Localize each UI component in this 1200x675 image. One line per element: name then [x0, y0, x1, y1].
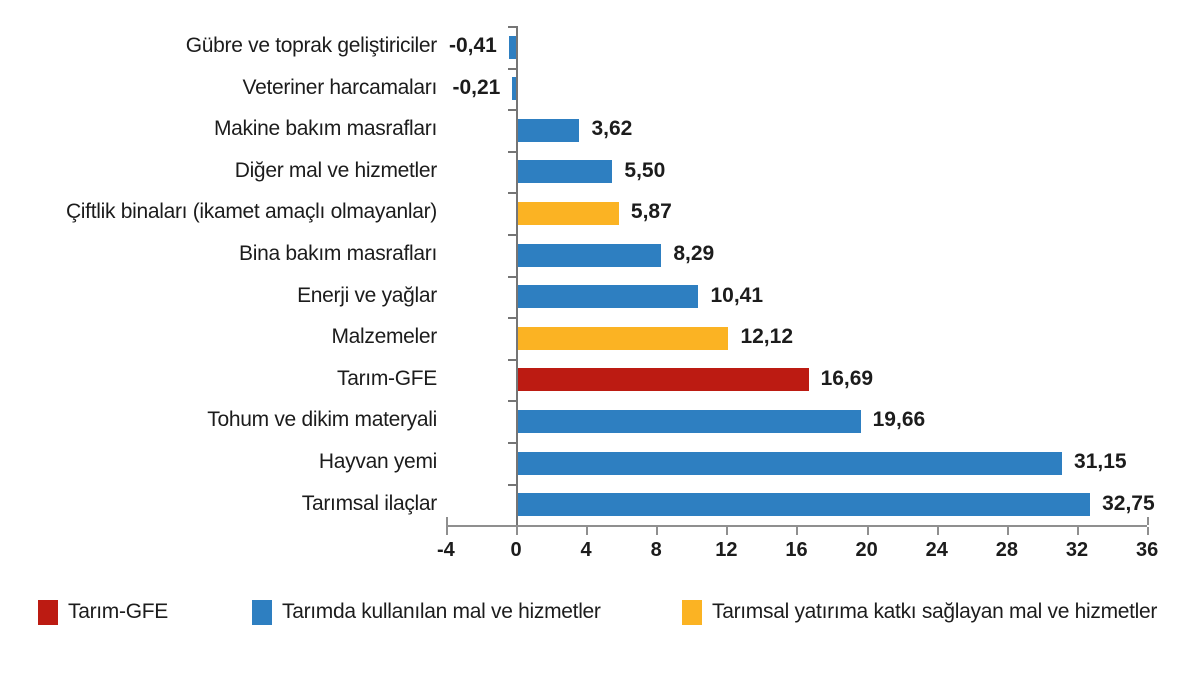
y-axis-tick — [508, 442, 516, 444]
category-label: Tohum ve dikim materyali — [207, 408, 437, 432]
value-label: 5,87 — [630, 200, 672, 224]
x-axis-endcap — [1147, 517, 1150, 526]
y-axis-tick — [508, 317, 516, 320]
bar — [516, 285, 699, 309]
category-label: Enerji ve yağlar — [297, 283, 437, 307]
x-axis-tick-label: 12 — [715, 539, 738, 562]
x-axis-tick-label: 16 — [785, 539, 808, 562]
value-label: 31,15 — [1074, 450, 1127, 473]
category-label: Bina bakım masrafları — [239, 242, 437, 265]
value-label: -0,41 — [448, 34, 497, 57]
bar — [512, 77, 516, 101]
bar — [516, 409, 861, 433]
y-axis-tick — [508, 109, 516, 112]
y-axis-tick — [508, 483, 516, 486]
x-axis-tick — [516, 527, 518, 536]
legend-label: Tarım-GFE — [68, 600, 168, 623]
category-label: Makine bakım masrafları — [213, 117, 437, 141]
x-axis-tick — [866, 527, 869, 536]
x-axis-tick-label: 36 — [1135, 539, 1159, 562]
legend-label: Tarımsal yatırıma katkı sağlayan mal ve … — [712, 600, 1158, 623]
legend-item: Tarımda kullanılan mal ve hizmetler — [252, 597, 601, 627]
x-axis-tick — [445, 527, 448, 536]
x-axis-tick-label: 8 — [650, 539, 662, 562]
x-axis-tick-label: -4 — [436, 539, 455, 562]
category-label: Gübre ve toprak geliştiriciler — [185, 34, 438, 57]
category-label: Tarımsal ilaçlar — [301, 491, 438, 515]
bar — [516, 201, 619, 225]
x-axis-tick — [1076, 527, 1079, 536]
bar — [516, 451, 1063, 475]
bar — [508, 35, 516, 59]
x-axis-tick — [796, 527, 799, 536]
category-label: Malzemeler — [331, 325, 437, 349]
bar — [516, 493, 1091, 517]
x-axis-tick — [936, 527, 939, 536]
y-axis-tick — [508, 358, 516, 361]
legend-label: Tarımda kullanılan mal ve hizmetler — [282, 600, 601, 623]
x-axis-tick-label: 20 — [855, 539, 878, 562]
value-label: 12,12 — [740, 325, 794, 349]
x-axis-line — [445, 525, 1148, 528]
bar — [516, 243, 662, 267]
x-axis-tick — [1006, 527, 1009, 536]
category-label: Veteriner harcamaları — [242, 75, 438, 99]
legend-item: Tarımsal yatırıma katkı sağlayan mal ve … — [682, 597, 1157, 627]
x-axis-tick-label: 32 — [1065, 539, 1089, 562]
value-label: 10,41 — [710, 283, 764, 307]
x-axis-tick-label: 24 — [925, 539, 948, 562]
legend-item: Tarım-GFE — [38, 597, 168, 627]
legend-swatch-red — [38, 599, 58, 625]
legend-swatch-blue — [252, 599, 272, 625]
category-label: Tarım-GFE — [337, 366, 437, 390]
y-axis-tick — [508, 150, 516, 153]
y-axis-tick — [508, 192, 516, 195]
category-label: Diğer mal ve hizmetler — [234, 158, 438, 182]
x-axis-tick — [726, 527, 729, 536]
y-axis-tick — [508, 234, 516, 236]
value-label: 19,66 — [872, 408, 926, 432]
value-label: 5,50 — [624, 158, 666, 182]
y-axis-tick — [508, 400, 516, 403]
x-axis-tick-label: 0 — [510, 539, 522, 562]
legend-swatch-yellow — [682, 599, 702, 625]
x-axis-tick — [1147, 527, 1150, 536]
y-axis-line — [516, 26, 518, 526]
value-label: 8,29 — [673, 242, 715, 265]
y-axis-tick — [508, 67, 516, 70]
x-axis-endcap — [445, 517, 448, 526]
bar — [516, 118, 580, 142]
x-axis-tick — [586, 527, 589, 536]
x-axis-tick-label: 4 — [580, 539, 592, 562]
y-axis-tick — [508, 275, 516, 278]
bar — [516, 160, 613, 184]
y-axis-tick — [508, 26, 516, 28]
category-label: Çiftlik binaları (ikamet amaçlı olmayanl… — [65, 200, 437, 224]
value-label: 16,69 — [820, 366, 874, 390]
legend: Tarım-GFE Tarımda kullanılan mal ve hizme… — [0, 597, 1200, 631]
x-axis-tick — [656, 527, 659, 536]
value-label: 3,62 — [591, 117, 633, 141]
value-label: -0,21 — [452, 75, 501, 99]
bar — [516, 326, 729, 350]
category-label: Hayvan yemi — [318, 450, 437, 473]
x-axis-tick-label: 28 — [995, 539, 1018, 562]
bar — [516, 368, 809, 392]
value-label: 32,75 — [1102, 491, 1155, 515]
